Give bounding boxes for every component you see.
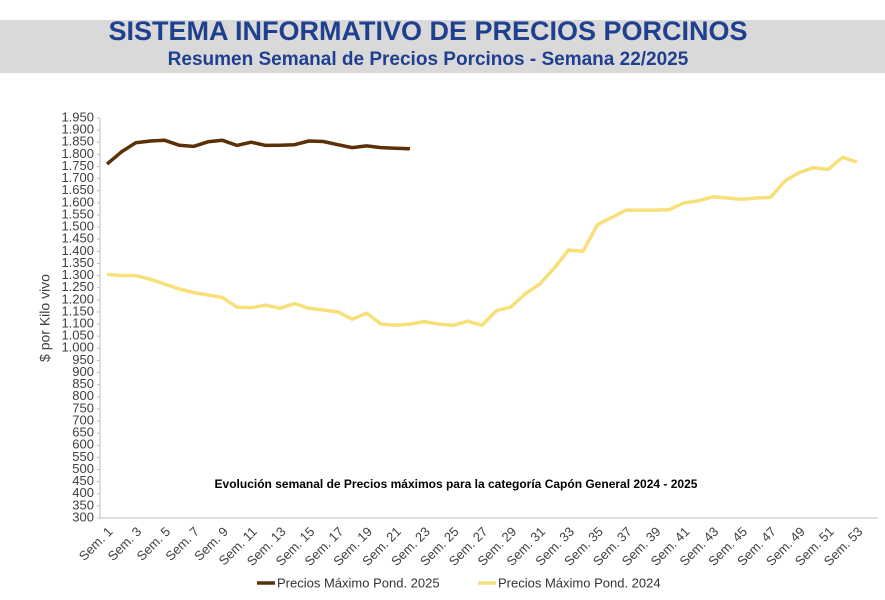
y-tick-label: 1.550 <box>61 206 94 221</box>
y-tick-label: 350 <box>72 497 94 512</box>
y-tick-label: 950 <box>72 352 94 367</box>
series-line <box>105 138 410 166</box>
chart-subtitle: Resumen Semanal de Precios Porcinos - Se… <box>168 49 689 70</box>
y-tick-label: 1.300 <box>61 267 94 282</box>
y-tick-label: 1.450 <box>61 231 94 246</box>
y-tick-label: 1.350 <box>61 255 94 270</box>
y-tick-label: 1.100 <box>61 315 94 330</box>
y-tick-label: 1.250 <box>61 279 94 294</box>
y-tick-label: 1.800 <box>61 146 94 161</box>
legend-label: Precios Máximo Pond. 2024 <box>498 575 661 590</box>
y-tick-label: 400 <box>72 485 94 500</box>
annotation: Evolución semanal de Precios máximos par… <box>215 477 698 491</box>
y-tick-label: 1.150 <box>61 303 94 318</box>
y-tick-label: 1.500 <box>61 219 94 234</box>
y-tick-label: 300 <box>72 509 94 524</box>
y-tick-label: 450 <box>72 473 94 488</box>
y-tick-label: 1.750 <box>61 158 94 173</box>
y-tick-label: 1.000 <box>61 340 94 355</box>
y-tick-label: 1.700 <box>61 170 94 185</box>
y-tick-label: 650 <box>72 425 94 440</box>
chart-title: SISTEMA INFORMATIVO DE PRECIOS PORCINOS <box>108 16 747 46</box>
series-line <box>106 155 858 328</box>
y-tick-label: 700 <box>72 412 94 427</box>
y-axis-label: $ por Kilo vivo <box>37 274 53 362</box>
legend-label: Precios Máximo Pond. 2025 <box>277 575 440 590</box>
y-tick-label: 900 <box>72 364 94 379</box>
y-tick-label: 750 <box>72 400 94 415</box>
y-tick-label: 500 <box>72 461 94 476</box>
y-tick-label: 1.050 <box>61 328 94 343</box>
y-tick-label: 1.950 <box>61 109 94 124</box>
y-tick-label: 550 <box>72 449 94 464</box>
y-tick-label: 1.200 <box>61 291 94 306</box>
y-tick-label: 1.900 <box>61 122 94 137</box>
y-tick-label: 800 <box>72 388 94 403</box>
y-tick-label: 850 <box>72 376 94 391</box>
y-tick-label: 1.600 <box>61 194 94 209</box>
y-tick-label: 1.850 <box>61 134 94 149</box>
y-tick-label: 600 <box>72 437 94 452</box>
header-band <box>0 20 885 73</box>
y-tick-label: 1.650 <box>61 182 94 197</box>
y-tick-label: 1.400 <box>61 243 94 258</box>
